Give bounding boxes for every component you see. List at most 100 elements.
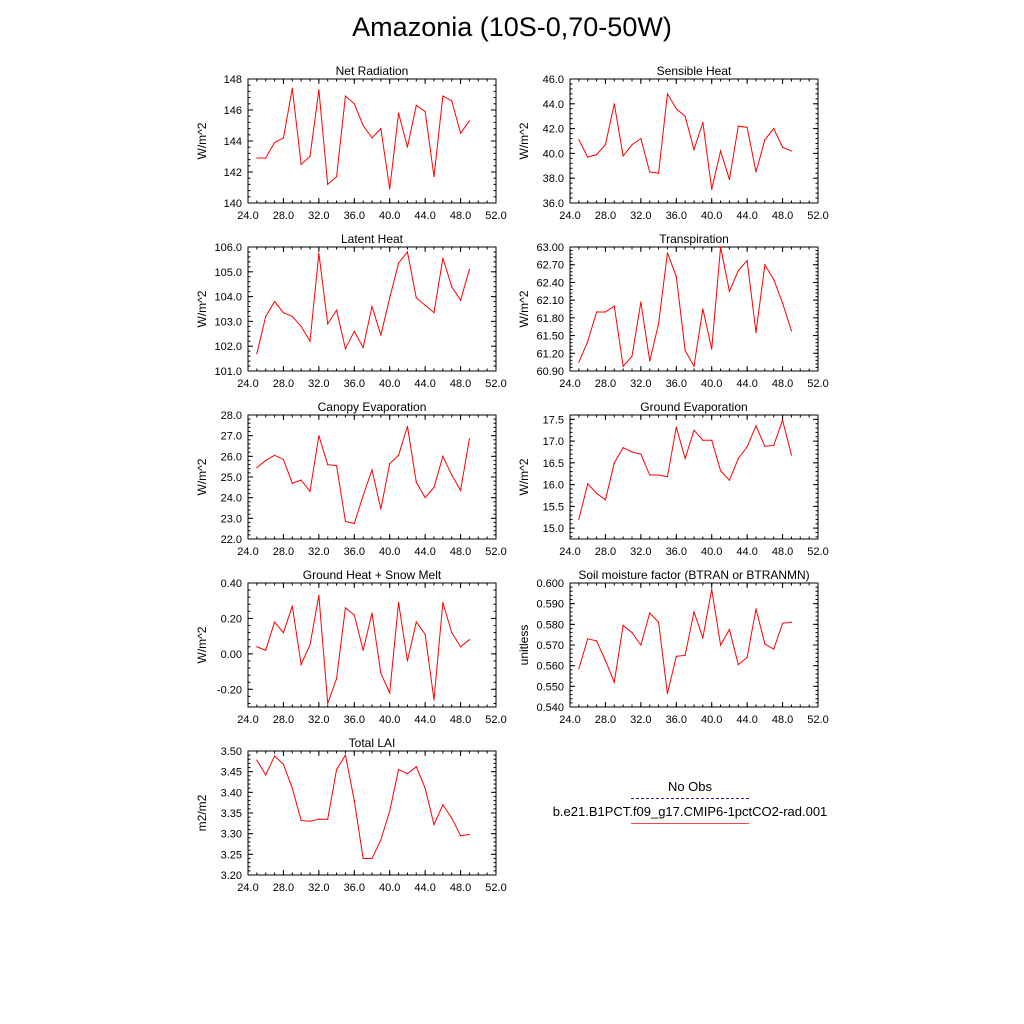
plot-frame: [247, 78, 497, 204]
x-tick-label: 32.0: [308, 546, 329, 558]
panel-title: Canopy Evaporation: [318, 400, 427, 414]
y-tick-label: 140: [224, 198, 242, 210]
data-point: [578, 139, 580, 141]
x-tick-label: 52.0: [485, 210, 506, 222]
data-point: [595, 154, 598, 156]
data-point: [389, 692, 391, 694]
data-point: [362, 857, 364, 860]
data-point: [344, 607, 347, 609]
y-tick-label: 3.30: [221, 829, 242, 841]
data-point: [397, 112, 400, 114]
data-point: [773, 278, 775, 281]
series-line: [256, 88, 470, 190]
data-point: [640, 301, 642, 303]
chart-panel-1: Net Radiation W/m^2 24.0 28.0 32.0 36.0 40.0 44…: [195, 64, 507, 222]
data-point: [389, 462, 391, 465]
y-axis-label: W/m^2: [517, 122, 531, 159]
data-point: [746, 126, 748, 128]
legend-model-line: [631, 823, 749, 824]
data-point: [459, 835, 462, 837]
y-tick-label: 17.5: [543, 414, 564, 426]
data-point: [291, 787, 293, 789]
data-point: [406, 251, 409, 253]
y-tick-label: 24.0: [221, 493, 242, 505]
data-point: [335, 176, 338, 178]
data-point: [764, 264, 766, 266]
data-point: [300, 163, 302, 165]
data-point: [755, 608, 757, 610]
data-point: [353, 800, 355, 802]
data-point: [406, 146, 409, 148]
x-tick-label: 28.0: [273, 546, 294, 558]
y-tick-label: 0.600: [536, 578, 564, 590]
data-point: [424, 787, 426, 789]
data-point: [371, 305, 373, 308]
data-point: [675, 426, 677, 428]
x-tick-label: 32.0: [308, 210, 329, 222]
y-tick-label: 0.20: [221, 613, 242, 625]
y-tick-label: 61.50: [536, 331, 564, 343]
x-tick-label: 28.0: [595, 378, 616, 390]
data-point: [442, 601, 444, 604]
x-tick-label: 52.0: [485, 378, 506, 390]
data-point: [309, 490, 311, 493]
data-point: [711, 588, 713, 590]
data-point: [433, 176, 435, 178]
data-point: [397, 454, 400, 456]
x-tick-label: 40.0: [379, 882, 400, 894]
data-point: [773, 444, 775, 447]
data-point: [371, 857, 373, 860]
series-line: [578, 246, 792, 368]
data-point: [424, 304, 426, 306]
data-point: [282, 763, 285, 765]
data-point: [640, 453, 642, 455]
data-point: [764, 139, 766, 141]
x-tick-label: 52.0: [807, 210, 828, 222]
data-point: [587, 483, 589, 485]
data-point: [790, 454, 793, 456]
data-point: [711, 439, 713, 441]
data-point: [406, 425, 409, 427]
chart-panel-3: Latent Heat W/m^2 24.0 28.0 32.0 36.0 40.0 44.0…: [195, 232, 507, 390]
data-point: [666, 252, 669, 254]
y-tick-label: 0.560: [536, 661, 564, 673]
y-tick-label: 62.40: [536, 277, 564, 289]
data-point: [631, 451, 633, 453]
data-point: [649, 612, 651, 614]
data-point: [755, 171, 757, 173]
data-point: [613, 305, 615, 307]
data-point: [746, 446, 748, 448]
data-point: [415, 297, 417, 299]
x-tick-label: 44.0: [414, 378, 435, 390]
x-tick-label: 36.0: [666, 378, 687, 390]
data-point: [256, 759, 258, 761]
series-line: [256, 426, 470, 525]
x-tick-label: 44.0: [736, 210, 757, 222]
data-point: [781, 302, 784, 304]
y-tick-label: 105.0: [214, 267, 242, 279]
y-tick-label: 28.0: [221, 410, 242, 422]
data-point: [424, 110, 426, 113]
x-tick-label: 44.0: [414, 714, 435, 726]
data-point: [684, 457, 686, 460]
chart-panel-8: Soil moisture factor (BTRAN or BTRANMN) u…: [517, 568, 829, 726]
data-point: [684, 349, 686, 351]
y-tick-label: 101.0: [214, 366, 242, 378]
x-tick-label: 52.0: [485, 714, 506, 726]
x-tick-label: 32.0: [308, 378, 329, 390]
data-point: [353, 522, 355, 525]
data-point: [291, 87, 293, 89]
data-point: [300, 325, 302, 327]
data-point: [442, 257, 444, 259]
y-tick-label: 16.5: [543, 458, 564, 470]
series-line: [256, 250, 470, 354]
data-point: [595, 311, 598, 313]
data-point: [335, 769, 338, 771]
legend: No Obs b.e21.B1PCT.f09_g17.CMIP6-1pctCO2…: [520, 778, 860, 828]
x-tick-label: 36.0: [344, 882, 365, 894]
data-point: [353, 614, 355, 616]
data-point: [622, 155, 624, 157]
data-point: [327, 183, 329, 185]
plot-frame: [569, 582, 819, 708]
